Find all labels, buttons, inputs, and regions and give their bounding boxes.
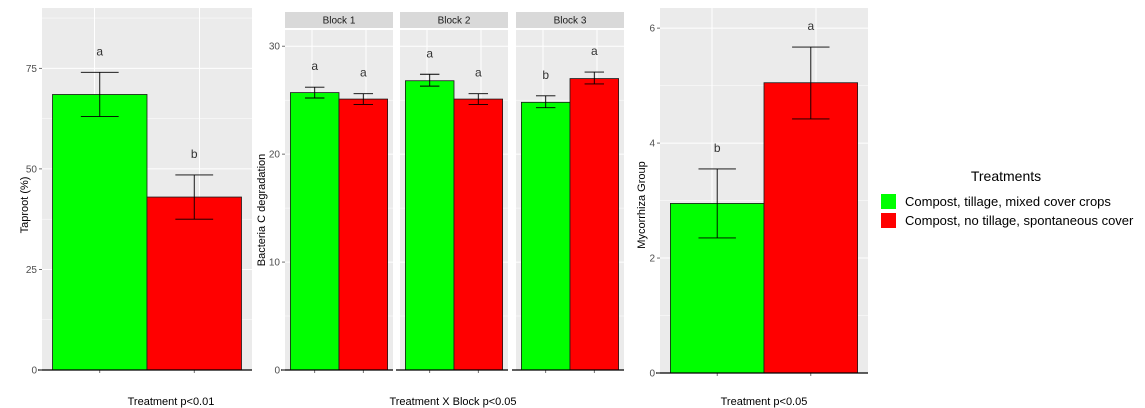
taproot-y-tick-label: 25: [26, 265, 38, 276]
legend-title: Treatments: [970, 168, 1042, 184]
taproot-bar-1: [52, 94, 148, 371]
bacteria-block3-bar-1: [521, 101, 571, 371]
legend-label-no-tillage: Compost, no tillage, spontaneous cover: [905, 212, 1134, 228]
mycorrhiza-y-axis-label: Mycorrhiza Group: [636, 161, 648, 248]
bacteria-block2-bar-2: [453, 98, 503, 371]
legend: Treatments Compost, tillage, mixed cover…: [880, 168, 1142, 230]
bacteria-block2-bar-1: [404, 80, 455, 371]
legend-label-tillage: Compost, tillage, mixed cover crops: [905, 193, 1111, 209]
taproot-y-tick-label: 50: [26, 164, 38, 175]
taproot-bar-2: [146, 196, 242, 371]
bacteria-block2-strip: [400, 12, 508, 28]
taproot-sig-letter-1: a: [96, 44, 103, 58]
mycorrhiza-y-tick-label: 0: [649, 369, 655, 380]
bacteria-block3-sig-letter-1: b: [542, 68, 549, 82]
mycorrhiza-sig-letter-1: b: [714, 141, 721, 155]
bacteria-block1-sig-letter-1: a: [311, 59, 318, 73]
legend-swatch-no-tillage: [880, 211, 897, 229]
bacteria-block1-y-tick-label: 0: [274, 366, 280, 377]
mycorrhiza-y-tick-label: 2: [649, 254, 655, 265]
bacteria-block1-y-tick-label: 30: [269, 42, 281, 53]
bacteria-block2-sig-letter-2: a: [475, 66, 482, 80]
bacteria-y-axis-label: Bacteria C degradation: [256, 154, 268, 267]
mycorrhiza-panel: b a 0 2 4 6: [649, 8, 868, 380]
mycorrhiza-x-axis-label: Treatment p<0.05: [721, 396, 808, 408]
mycorrhiza-sig-letter-2: a: [807, 19, 814, 33]
mycorrhiza-bar-2: [763, 82, 858, 374]
legend-swatch-tillage: [880, 192, 897, 210]
taproot-x-axis-label: Treatment p<0.01: [128, 396, 215, 408]
bacteria-block1-y-tick-label: 20: [269, 150, 281, 161]
mycorrhiza-y-tick-label: 4: [649, 139, 655, 150]
bacteria-block3-bar-2: [569, 78, 619, 371]
taproot-panel: a b 0 25 50 75: [26, 8, 252, 377]
bacteria-block1-strip-label: Block 1: [323, 16, 356, 27]
bacteria-block2-sig-letter-1: a: [426, 46, 433, 60]
bacteria-block3-sig-letter-2: a: [591, 44, 598, 58]
legend-item-no-tillage: Compost, no tillage, spontaneous cover: [880, 211, 1142, 229]
bacteria-block2-strip-label: Block 2: [438, 16, 471, 27]
taproot-sig-letter-2: b: [191, 147, 198, 161]
taproot-y-tick-label: 75: [26, 64, 38, 75]
bacteria-block3-strip-label: Block 3: [554, 16, 587, 27]
bacteria-panel: a a 0 10 20 30 Block 1 a a Block 2 b a Block 3: [269, 12, 624, 377]
bacteria-block1-bar-1: [289, 92, 340, 371]
legend-item-tillage: Compost, tillage, mixed cover crops: [880, 192, 1142, 210]
bacteria-block1-strip: [285, 12, 393, 28]
bacteria-block1-y-tick-label: 10: [269, 258, 281, 269]
bacteria-block3-strip: [516, 12, 624, 28]
taproot-y-tick-label: 0: [31, 366, 37, 377]
bacteria-block1-bar-2: [338, 98, 388, 371]
bacteria-block1-sig-letter-2: a: [360, 66, 367, 80]
mycorrhiza-y-tick-label: 6: [649, 24, 655, 35]
taproot-y-axis-label: Taproot (%): [19, 177, 31, 234]
bacteria-x-axis-label: Treatment X Block p<0.05: [389, 396, 516, 408]
